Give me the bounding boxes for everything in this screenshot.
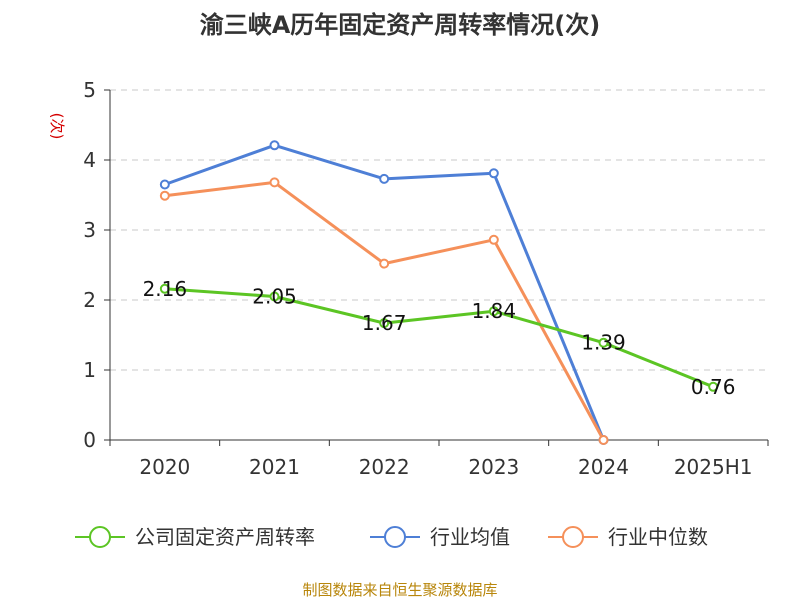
x-tick-label: 2022 [359,455,410,479]
data-point [379,258,390,269]
y-tick-label: 5 [83,78,96,102]
axes: 0 1 2 3 4 5 2020 2021 2022 2023 2024 2025H1 [83,78,769,479]
data-point [269,291,280,302]
data-point [598,435,609,445]
legend: 公司固定资产周转率 行业均值 行业中位数 [75,525,708,549]
data-label: 1.84 [472,299,517,323]
y-tick-label: 2 [83,288,96,312]
data-point [269,177,280,188]
data-point [269,140,280,151]
data-point [379,318,390,329]
legend-label: 公司固定资产周转率 [135,525,315,549]
legend-label: 行业中位数 [608,525,708,549]
data-label: 0.76 [691,375,736,399]
source-note: 制图数据来自恒生聚源数据库 [302,581,497,599]
data-point [488,168,499,179]
y-tick-label: 3 [83,218,96,242]
data-label: 2.16 [143,277,188,301]
data-point [708,381,719,392]
data-point [488,306,499,317]
legend-label: 行业均值 [430,525,510,549]
data-point [159,190,170,201]
data-label: 1.67 [362,311,407,335]
x-tick-label: 2024 [578,455,629,479]
series-group [159,140,719,445]
data-point [379,173,390,184]
y-tick-label: 1 [83,358,96,382]
legend-marker [384,526,406,548]
legend-marker [89,526,111,548]
y-tick-label: 0 [83,428,96,452]
chart-title: 渝三峡A历年固定资产周转率情况(次) [200,11,601,39]
data-label: 2.05 [252,285,297,309]
gridlines [110,89,768,371]
x-tick-label: 2025H1 [674,455,753,479]
legend-marker [562,526,584,548]
y-axis-label: (次) [48,113,66,140]
data-label: 1.39 [581,331,626,355]
data-point [598,337,609,348]
data-point [488,234,499,245]
data-labels: 2.16 2.05 1.67 1.84 1.39 0.76 [143,277,736,399]
data-point [159,179,170,190]
x-tick-label: 2021 [249,455,300,479]
x-tick-label: 2020 [139,455,190,479]
data-point [159,283,170,294]
y-tick-label: 4 [83,148,96,172]
x-tick-label: 2023 [468,455,519,479]
series-line [164,287,714,389]
